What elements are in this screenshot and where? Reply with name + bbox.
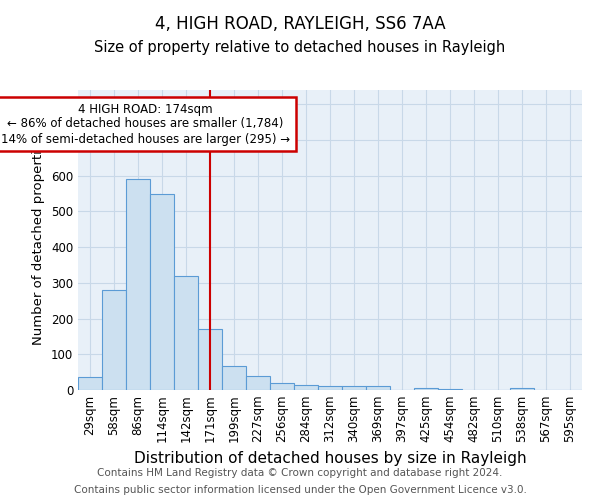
Bar	[174, 276, 198, 390]
Text: 4 HIGH ROAD: 174sqm
← 86% of detached houses are smaller (1,784)
14% of semi-det: 4 HIGH ROAD: 174sqm ← 86% of detached ho…	[1, 102, 290, 146]
Text: Contains HM Land Registry data © Crown copyright and database right 2024.: Contains HM Land Registry data © Crown c…	[97, 468, 503, 477]
Bar	[198, 330, 222, 390]
Text: 4, HIGH ROAD, RAYLEIGH, SS6 7AA: 4, HIGH ROAD, RAYLEIGH, SS6 7AA	[155, 15, 445, 33]
Bar	[438, 389, 462, 390]
Text: Size of property relative to detached houses in Rayleigh: Size of property relative to detached ho…	[94, 40, 506, 55]
Bar	[126, 180, 150, 390]
Bar	[222, 366, 246, 390]
Bar	[78, 377, 102, 390]
Bar	[150, 194, 174, 390]
Y-axis label: Number of detached properties: Number of detached properties	[32, 135, 46, 345]
X-axis label: Distribution of detached houses by size in Rayleigh: Distribution of detached houses by size …	[134, 451, 526, 466]
Bar	[294, 386, 318, 390]
Bar	[342, 386, 366, 390]
Bar	[318, 386, 342, 390]
Bar	[366, 386, 390, 390]
Text: Contains public sector information licensed under the Open Government Licence v3: Contains public sector information licen…	[74, 485, 526, 495]
Bar	[270, 383, 294, 390]
Bar	[102, 290, 126, 390]
Bar	[414, 388, 438, 390]
Bar	[510, 388, 534, 390]
Bar	[246, 376, 270, 390]
